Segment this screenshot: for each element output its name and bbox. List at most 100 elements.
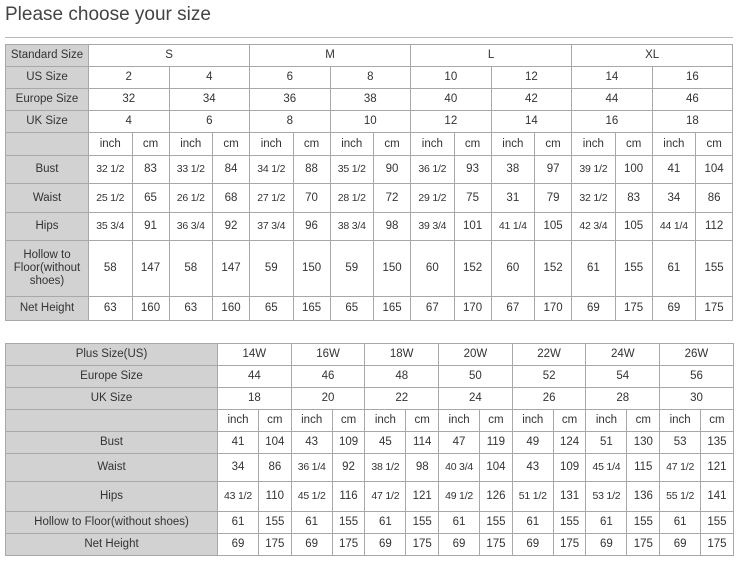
measure-cell: 65 (131, 183, 170, 213)
unit-header: cm (131, 132, 170, 156)
measure-cell: 47 1/2 (364, 481, 407, 512)
measure-cell: 152 (453, 240, 492, 297)
size-cell: 26 (511, 387, 587, 410)
table-row: Hips 35 3/4 91 36 3/4 92 37 3/4 96 38 3/4 98 39 3… (5, 212, 734, 241)
measure-cell: 33 1/2 (168, 155, 213, 184)
measure-cell: 155 (405, 511, 440, 534)
measure-cell: 155 (552, 511, 587, 534)
measure-cell: 114 (405, 431, 440, 454)
measure-cell: 119 (479, 431, 513, 454)
size-cell: 54 (585, 365, 661, 388)
size-cell: 48 (364, 365, 440, 388)
measure-cell: 92 (331, 453, 366, 482)
size-cell: 18W (364, 343, 440, 366)
size-cell: 40 (410, 88, 492, 111)
measure-cell: 170 (534, 296, 573, 321)
measure-cell: 65 (249, 296, 294, 321)
table-row: Hollow to Floor(without shoes) 61 155 61 155… (5, 511, 734, 534)
row-label (5, 409, 218, 432)
unit-header: inch (585, 409, 628, 432)
size-cell: 28 (585, 387, 661, 410)
measure-cell: 93 (453, 155, 492, 184)
measure-cell: 175 (614, 296, 653, 321)
row-label: UK Size (5, 387, 218, 410)
table-row: Waist 34 86 36 1/4 92 38 1/2 98 40 3/4 104 43 109 4… (5, 453, 734, 482)
table-row: Net Height 63 160 63 160 65 165 65 165 67 170 67 170… (5, 296, 734, 321)
size-cell: 56 (659, 365, 734, 388)
unit-header: inch (438, 409, 481, 432)
measure-cell: 38 3/4 (329, 212, 375, 241)
size-cell: 14 (490, 110, 573, 133)
measure-cell: 45 1/2 (290, 481, 333, 512)
measure-cell: 79 (534, 183, 573, 213)
standard-size-table: Standard Size S M L XL US Size 2 4 6 8 10 12 14 16 Eur… (5, 44, 734, 321)
measure-cell: 58 (168, 240, 213, 297)
row-label: Hollow to Floor(without shoes) (5, 240, 89, 297)
measure-cell: 51 1/2 (511, 481, 554, 512)
row-label: Europe Size (5, 88, 89, 111)
measure-cell: 160 (211, 296, 251, 321)
measure-cell: 55 1/2 (659, 481, 702, 512)
size-cell: 44 (217, 365, 292, 388)
measure-cell: 49 (511, 431, 554, 454)
table-row: Hips 43 1/2 110 45 1/2 116 47 1/2 121 49 1/2 126… (5, 481, 734, 512)
measure-cell: 175 (331, 533, 366, 556)
measure-cell: 69 (511, 533, 554, 556)
table-row: Hollow to Floor(without shoes) 58 147 58 147… (5, 240, 734, 297)
unit-header: inch (571, 132, 616, 156)
measure-cell: 69 (364, 533, 407, 556)
measure-cell: 41 (651, 155, 697, 184)
measure-cell: 43 (511, 453, 554, 482)
size-cell: 46 (290, 365, 366, 388)
measure-cell: 72 (373, 183, 412, 213)
size-group-header: S (87, 44, 251, 67)
unit-header: cm (552, 409, 587, 432)
measure-cell: 141 (700, 481, 734, 512)
size-cell: 10 (329, 110, 412, 133)
size-cell: 16W (290, 343, 366, 366)
table-row: Bust 41 104 43 109 45 114 47 119 49 124 51 130 53 135 (5, 431, 734, 454)
measure-cell: 109 (331, 431, 366, 454)
measure-cell: 147 (131, 240, 170, 297)
size-cell: 8 (249, 110, 331, 133)
measure-cell: 121 (700, 453, 734, 482)
size-cell: 52 (511, 365, 587, 388)
table-row: UK Size 4 6 8 10 12 14 16 18 (5, 110, 734, 133)
measure-cell: 109 (552, 453, 587, 482)
measure-cell: 32 1/2 (571, 183, 616, 213)
size-cell: 22W (511, 343, 587, 366)
measure-cell: 68 (211, 183, 251, 213)
table-row: UK Size 18 20 22 24 26 28 30 (5, 387, 734, 410)
measure-cell: 61 (364, 511, 407, 534)
measure-cell: 136 (626, 481, 661, 512)
measure-cell: 104 (479, 453, 513, 482)
size-cell: 20 (290, 387, 366, 410)
measure-cell: 124 (552, 431, 587, 454)
measure-cell: 69 (571, 296, 616, 321)
row-label: Standard Size (5, 44, 89, 67)
measure-cell: 65 (329, 296, 375, 321)
measure-cell: 69 (438, 533, 481, 556)
unit-header: inch (217, 409, 259, 432)
page-title: Please choose your size (5, 4, 211, 25)
unit-header: inch (88, 132, 133, 156)
measure-cell: 97 (534, 155, 573, 184)
measure-cell: 175 (626, 533, 661, 556)
measure-cell: 165 (373, 296, 412, 321)
measure-cell: 175 (695, 296, 734, 321)
measure-cell: 36 3/4 (168, 212, 213, 241)
measure-cell: 41 (217, 431, 259, 454)
table-row: inch cm inch cm inch cm inch cm inch cm inch cm inch… (5, 132, 734, 156)
unit-header: cm (479, 409, 513, 432)
measure-cell: 69 (290, 533, 333, 556)
measure-cell: 150 (373, 240, 412, 297)
measure-cell: 101 (453, 212, 492, 241)
measure-cell: 155 (695, 240, 734, 297)
size-cell: 18 (651, 110, 734, 133)
measure-cell: 175 (405, 533, 440, 556)
table-row: Waist 25 1/2 65 26 1/2 68 27 1/2 70 28 1/2 72 29 … (5, 183, 734, 213)
measure-cell: 83 (614, 183, 653, 213)
measure-cell: 83 (131, 155, 170, 184)
row-label: Net Height (5, 533, 218, 556)
measure-cell: 26 1/2 (168, 183, 213, 213)
